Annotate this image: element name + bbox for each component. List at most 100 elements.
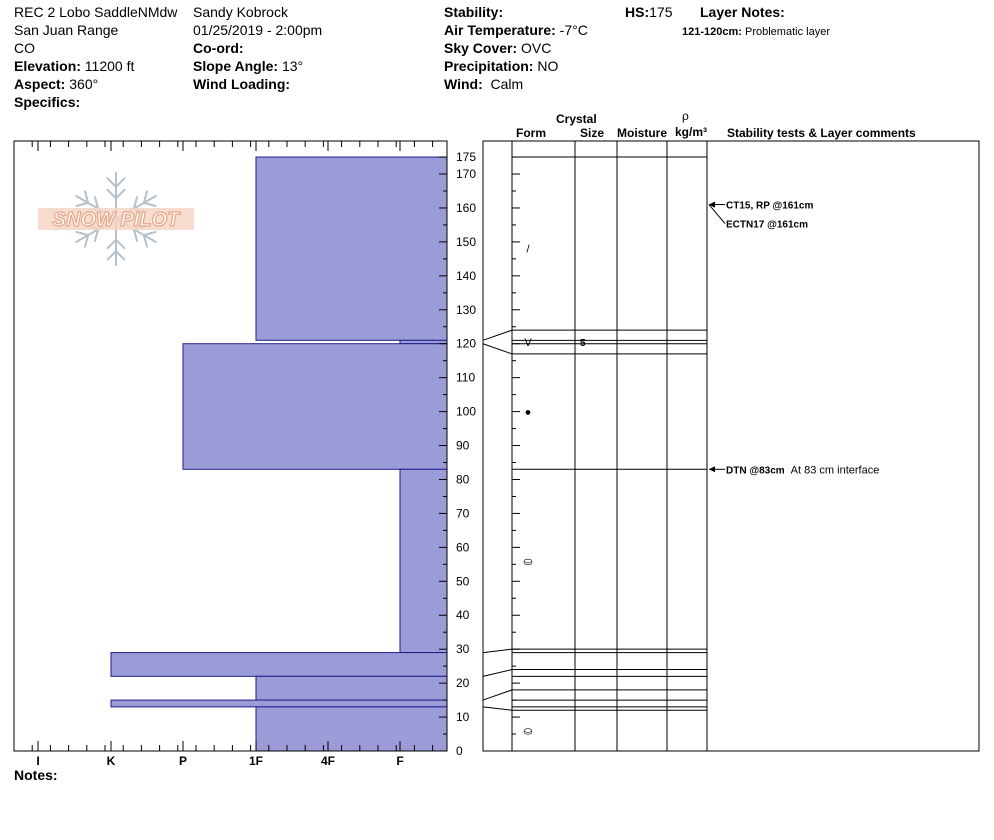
y-tick-label: 170 — [456, 167, 476, 181]
y-tick-label: 20 — [456, 676, 470, 690]
hs-label: HS: — [625, 4, 650, 20]
boundary-connector — [482, 706, 513, 711]
snowflake-branch — [142, 234, 148, 248]
specifics-label: Specifics: — [14, 94, 81, 110]
density-rho-header: ρ — [682, 109, 689, 123]
hardness-layer — [255, 156, 448, 341]
x-tick-label: 4F — [321, 754, 335, 768]
snowflake-branch — [93, 196, 100, 210]
elevation-value: 11200 ft — [84, 58, 135, 74]
snowflake-branch — [142, 190, 148, 204]
boundary-connector — [482, 689, 513, 701]
snowflake-branch — [142, 230, 157, 237]
y-tick-label: 140 — [456, 269, 476, 283]
snowflake-branch — [84, 190, 90, 204]
snowflake-branch — [142, 201, 157, 208]
x-tick-label: I — [36, 754, 39, 768]
wind-value: Calm — [490, 76, 524, 92]
layer-table-frame — [482, 140, 980, 752]
hardness-layer — [399, 468, 448, 654]
stability-label: Stability: — [444, 4, 504, 20]
boundary-connector — [482, 669, 513, 677]
y-tick-label: 160 — [456, 201, 476, 215]
snowflake-branch — [106, 188, 117, 200]
boundary-connector — [482, 343, 513, 355]
form-header: Form — [516, 126, 546, 140]
y-tick-label: 175 — [456, 150, 476, 164]
snowflake-branch — [84, 234, 90, 248]
coord-label: Co-ord: — [193, 40, 244, 56]
test-arrowhead — [709, 466, 715, 473]
aspect-label: Aspect: — [14, 76, 66, 92]
grain-form-symbol: ⛀ — [523, 726, 532, 738]
wind-label: Wind: — [444, 76, 483, 92]
y-tick-label: 150 — [456, 235, 476, 249]
notes-label: Notes: — [14, 767, 58, 783]
y-tick-label: 80 — [456, 472, 470, 486]
y-tick-label: 10 — [456, 710, 470, 724]
y-tick-label: 90 — [456, 439, 470, 453]
observation-datetime: 01/25/2019 - 2:00pm — [193, 22, 323, 38]
snowflake-branch — [115, 177, 126, 188]
crystal-header: Crystal — [556, 112, 597, 126]
snowflake-branch — [132, 196, 139, 210]
snowflake-branch — [115, 188, 126, 200]
slope-row: Slope Angle: 13° — [193, 58, 303, 74]
grain-form-symbol: / — [526, 244, 530, 256]
x-tick-label: K — [107, 754, 116, 768]
test-arrowhead — [709, 201, 715, 208]
x-tick-label: P — [179, 754, 187, 768]
elevation-label: Elevation: — [14, 58, 81, 74]
snowflake-branch — [115, 238, 126, 250]
stability-test-label: DTN @83cm — [726, 465, 785, 476]
grain-form-symbol: ● — [525, 407, 532, 419]
boundary-connector — [482, 648, 513, 654]
snowflake-branch — [106, 177, 117, 188]
snowflake-branch — [106, 238, 117, 250]
density-unit-header: kg/m³ — [675, 125, 708, 139]
stability-test-comment: At 83 cm interface — [791, 464, 880, 476]
mountain-range: San Juan Range — [14, 22, 119, 38]
hardness-layer — [110, 652, 448, 677]
observer-name: Sandy Kobrock — [193, 4, 288, 20]
y-tick-label: 40 — [456, 608, 470, 622]
slope-value: 13° — [281, 58, 304, 74]
aspect-value: 360° — [69, 76, 99, 92]
wind-loading-label: Wind Loading: — [193, 76, 291, 92]
grain-form-symbol: V — [524, 337, 532, 349]
snowflake-branch — [75, 201, 90, 208]
snowflake-branch — [132, 228, 139, 242]
hardness-layer — [399, 339, 448, 345]
moisture-header: Moisture — [617, 126, 668, 140]
precipitation-value: NO — [537, 58, 559, 74]
y-tick-label: 100 — [456, 405, 476, 419]
layer-note-range: 121-120cm: — [682, 26, 742, 38]
layer-notes-label: Layer Notes: — [700, 4, 785, 20]
hardness-layer — [182, 343, 448, 470]
sky-cover-row: Sky Cover: OVC — [444, 40, 551, 56]
air-temp-label: Air Temperature: — [444, 22, 556, 38]
layer-note-text: Problematic layer — [745, 26, 830, 38]
y-tick-label: 60 — [456, 540, 470, 554]
boundary-connector — [482, 329, 513, 341]
y-tick-label: 30 — [456, 642, 470, 656]
elevation-row: Elevation: 11200 ft — [14, 58, 134, 74]
x-tick-label: 1F — [249, 754, 263, 768]
precipitation-row: Precipitation: NO — [444, 58, 558, 74]
snowflake-branch — [93, 228, 100, 242]
grain-size-label: 5 — [580, 338, 586, 349]
snowflake-branch — [115, 250, 126, 261]
layer-note: 121-120cm: Problematic layer — [682, 24, 830, 40]
precipitation-label: Precipitation: — [444, 58, 534, 74]
hardness-layer — [255, 675, 448, 701]
logo-text: SNOW PILOT — [53, 209, 181, 231]
y-tick-label: 110 — [456, 371, 475, 385]
sky-cover-value: OVC — [521, 40, 552, 56]
y-tick-label: 70 — [456, 506, 470, 520]
hs-row: HS:175 — [625, 4, 672, 20]
stability-test-label: ECTN17 @161cm — [726, 220, 808, 231]
snowflake-branch — [75, 230, 90, 237]
grain-form-symbol: ⛀ — [523, 556, 532, 568]
x-tick-label: F — [396, 754, 403, 768]
